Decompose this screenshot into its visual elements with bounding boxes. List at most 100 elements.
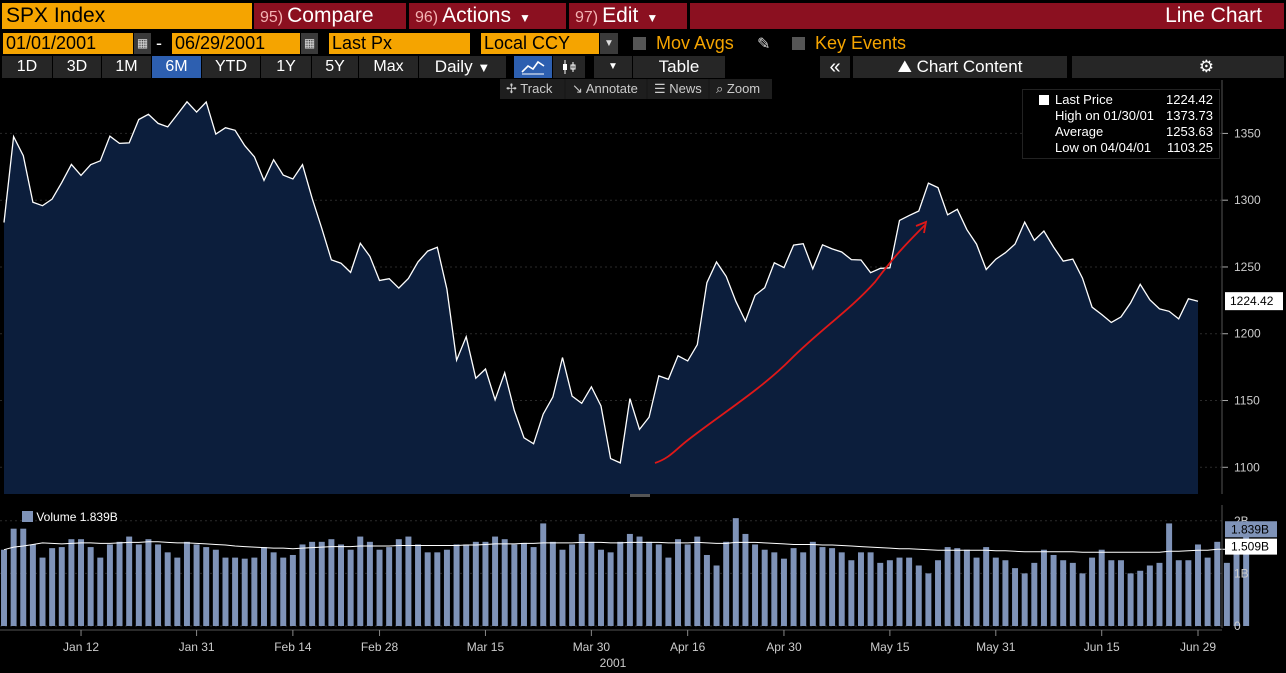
volume-bar [183,541,190,626]
volume-bar [857,552,864,626]
legend-last-label: Last Price [1055,92,1113,107]
chart-style-dropdown-icon[interactable]: ▼ [594,56,632,78]
volume-bar [1243,536,1250,626]
volume-bar [49,548,56,626]
volume-bar [694,536,701,626]
volume-bar [1108,560,1115,626]
start-date-input[interactable]: 01/01/2001 [3,33,133,54]
last-price-tag [1225,292,1283,311]
volume-swatch [22,511,33,522]
volume-bar [559,549,566,626]
volume-bar [145,539,152,626]
volume-bar [790,548,797,626]
x-tick-label: Apr 16 [670,640,706,654]
volume-bar [617,541,624,626]
currency-dropdown-icon[interactable]: ▼ [600,33,618,54]
volume-legend-value: 1.839B [79,510,118,524]
price-tick-label: 1300 [1234,193,1261,207]
volume-bar [1079,573,1086,626]
period-6m[interactable]: 6M [152,56,201,78]
compare-button[interactable]: 95) Compare [254,3,406,29]
track-tool[interactable]: ✢ Track [500,79,564,99]
chart-content-icon: ⛰ [897,57,912,76]
volume-bar [155,544,162,626]
volume-bar [443,549,450,626]
volume-bar [703,554,710,626]
x-tick-label: Jan 31 [179,640,215,654]
legend-avg-value: 1253.63 [1166,124,1213,139]
start-calendar-icon[interactable]: ▦ [134,33,151,54]
volume-bar [752,544,759,626]
mov-avgs-checkbox[interactable] [633,37,646,50]
collapse-chevrons-icon[interactable]: « [820,56,850,78]
volume-bar [338,544,345,626]
end-calendar-icon[interactable]: ▦ [301,33,318,54]
volume-bar [992,557,999,626]
line-chart-glyph [521,60,545,75]
end-date-input[interactable]: 06/29/2001 [172,33,300,54]
line-chart-icon[interactable] [514,56,552,78]
field-select[interactable]: Last Px [329,33,470,54]
actions-button[interactable]: 96) Actions ▼ [409,3,566,29]
x-tick-label: Jun 29 [1180,640,1216,654]
header-bar: SPX Index 95) Compare 96) Actions ▼ 97) Edit… [0,0,1286,31]
volume-bar [309,541,316,626]
news-tool[interactable]: ☰ News [648,79,708,99]
period-1m[interactable]: 1M [102,56,151,78]
period-max[interactable]: Max [359,56,418,78]
period-ytd[interactable]: YTD [202,56,260,78]
volume-bar [492,536,499,626]
zoom-tool[interactable]: ⌕ Zoom [710,79,772,99]
annotate-tool[interactable]: ↘ Annotate [566,79,646,99]
key-events-checkbox[interactable] [792,37,805,50]
period-1y[interactable]: 1Y [261,56,311,78]
pencil-icon[interactable]: ✎ [757,36,771,53]
legend-avg-label: Average [1055,124,1104,139]
volume-value-tag-label: 1.509B [1231,540,1269,554]
volume-bar [819,547,826,626]
volume-bar [116,541,123,626]
period-1d[interactable]: 1D [2,56,52,78]
annotate-icon: ↘ [572,81,583,96]
price-tick-label: 1200 [1234,327,1261,341]
mov-avgs-label: Mov Avgs [656,33,734,53]
table-button[interactable]: Table [633,56,725,78]
price-area-fill [4,101,1198,495]
volume-bar [1117,560,1124,626]
zoom-icon: ⌕ [716,81,724,96]
period-5y[interactable]: 5Y [312,56,358,78]
news-label: News [669,81,702,96]
currency-select[interactable]: Local CCY [481,33,599,54]
ticker-field[interactable]: SPX Index [2,3,252,29]
volume-bar [347,549,354,626]
actions-number: 96) [415,9,439,26]
volume-bar [299,544,306,626]
period-3d[interactable]: 3D [53,56,101,78]
volume-bar [424,552,431,626]
volume-bar [1040,549,1047,626]
volume-value-tag [1225,521,1277,538]
x-tick-label: Mar 30 [573,640,611,654]
chart-content-button[interactable]: ⛰ Chart Content [853,56,1067,78]
volume-bar [867,552,874,626]
volume-bar [1204,557,1211,626]
frequency-select[interactable]: Daily ▼ [419,56,506,78]
volume-bar [289,554,296,626]
volume-bar [386,547,393,626]
volume-bar [983,547,990,626]
edit-caret-icon: ▼ [646,11,659,25]
x-tick-label: May 31 [976,640,1016,654]
volume-bar [915,565,922,626]
candle-glyph [563,60,576,74]
price-axis: 1100 1150 1200 1250 1300 1350 1224.42 [1221,80,1283,494]
panel-divider-handle[interactable] [630,494,650,497]
edit-button[interactable]: 97) Edit ▼ [569,3,687,29]
volume-bar [193,544,200,626]
settings-gear-icon[interactable]: ⚙ [1072,56,1284,78]
volume-tick-label: 0 [1234,619,1241,633]
volume-bar [761,549,768,626]
volume-bar [20,528,27,626]
volume-bar [376,549,383,626]
candle-chart-icon[interactable] [553,56,585,78]
